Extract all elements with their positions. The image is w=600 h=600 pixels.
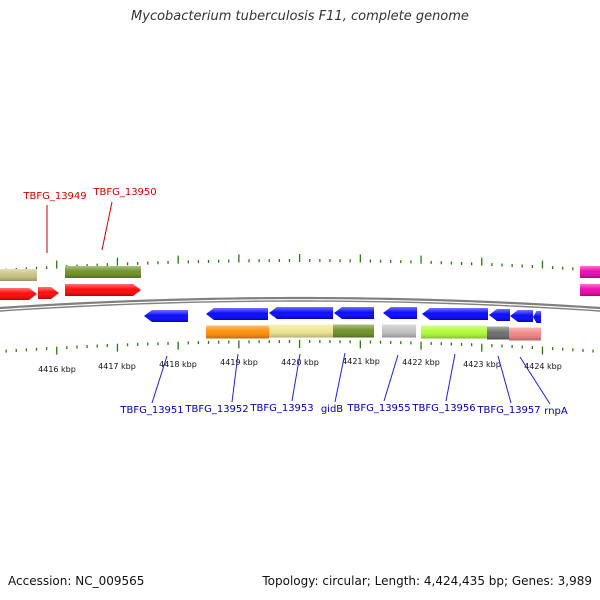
leader-line (334, 352, 346, 403)
cds-arrow-shade (144, 310, 188, 322)
gene-label[interactable]: TBFG_13949 (22, 191, 86, 202)
scale-label: 4421 kbp (342, 357, 380, 366)
gene-label[interactable]: TBFG_13950 (92, 187, 156, 198)
gene-label[interactable]: TBFG_13951 (119, 405, 183, 416)
cds-arrow-shade (269, 307, 333, 319)
feature-bar-shade (487, 326, 509, 340)
cds-arrow-shade (422, 308, 488, 320)
leader-line (519, 356, 551, 405)
scale-label: 4420 kbp (281, 358, 319, 367)
lower-gene-labels: TBFG_13951 TBFG_13952 TBFG_13953 gidB TBFG_1… (119, 403, 568, 417)
scale-label: 4422 kbp (402, 358, 440, 367)
cds-arrow-shade (489, 309, 510, 321)
scale-label: 4424 kbp (524, 362, 562, 371)
leader-line (445, 353, 456, 402)
genome-backbone (0, 296, 600, 312)
scale-label: 4416 kbp (38, 365, 76, 374)
scale-label: 4417 kbp (98, 362, 136, 371)
gene-label[interactable]: TBFG_13957 (476, 405, 540, 416)
label-leader-lines (46, 201, 551, 405)
cds-arrow-shade (65, 284, 141, 296)
leader-line (151, 355, 168, 404)
accession-text: Accession: NC_009565 (8, 574, 145, 588)
cds-arrow-shade (38, 287, 59, 299)
backbone-line (0, 296, 600, 310)
cds-arrow-shade (533, 311, 541, 323)
gene-label[interactable]: TBFG_13953 (249, 403, 313, 414)
cds-arrow-shade (206, 308, 268, 320)
leader-line (383, 354, 399, 402)
feature-bar-shade (421, 325, 487, 339)
gene-label[interactable]: TBFG_13952 (184, 404, 248, 415)
lower-feature-bars (206, 324, 541, 341)
cds-arrow-shade (334, 307, 374, 319)
cds-arrow-shade (580, 284, 600, 296)
scale-label: 4418 kbp (159, 360, 197, 369)
leader-line (231, 353, 239, 403)
cds-arrow-shade (510, 310, 533, 322)
genome-summary-text: Topology: circular; Length: 4,424,435 bp… (262, 574, 592, 588)
scale-label: 4423 kbp (463, 360, 501, 369)
feature-bar-shade (333, 324, 374, 338)
leader-line (497, 355, 512, 404)
gene-label[interactable]: TBFG_13956 (411, 403, 475, 414)
cds-arrow-shade (383, 307, 417, 319)
feature-bar-shade (269, 324, 333, 338)
lower-scale-ticks (5, 340, 594, 355)
feature-bar-shade (580, 266, 600, 278)
feature-bar-shade (509, 327, 541, 341)
upper-gene-labels: TBFG_13949 TBFG_13950 (22, 187, 156, 202)
leader-line (101, 201, 113, 251)
upper-cds-track (0, 284, 600, 300)
leader-line (291, 353, 301, 402)
gene-label[interactable]: gidB (321, 404, 343, 415)
scale-label: 4419 kbp (220, 358, 258, 367)
genome-title: Mycobacterium tuberculosis F11, complete… (131, 9, 469, 24)
feature-bar-shade (0, 269, 37, 281)
feature-bar-shade (65, 266, 141, 278)
cds-arrow-shade (0, 288, 37, 300)
gene-label[interactable]: rnpA (544, 406, 568, 417)
feature-bar-shade (206, 325, 269, 339)
lower-cds-track (144, 307, 541, 323)
backbone-line (0, 300, 600, 312)
feature-bar-shade (382, 324, 416, 338)
upper-feature-bars (0, 266, 600, 281)
gene-label[interactable]: TBFG_13955 (346, 403, 410, 414)
scale-labels: 4416 kbp 4417 kbp 4418 kbp 4419 kbp 4420 kbp… (38, 357, 562, 374)
